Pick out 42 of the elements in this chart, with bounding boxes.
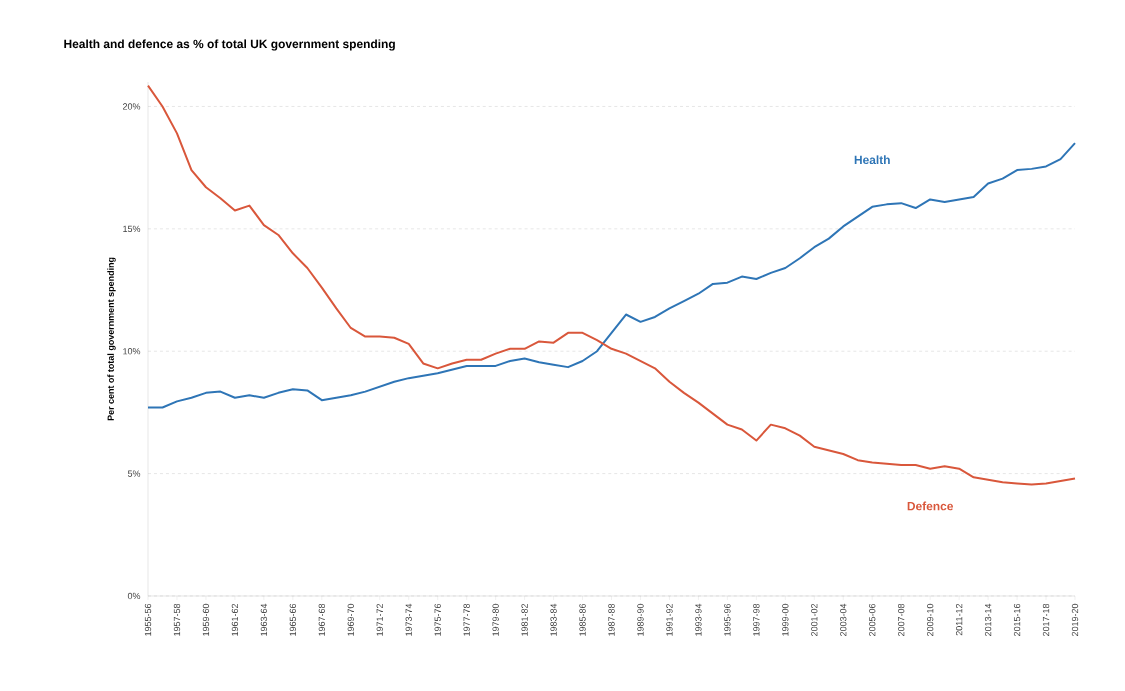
x-tick-label: 1973-74 <box>405 603 412 636</box>
x-tick-label: 2015-16 <box>1013 603 1021 636</box>
y-tick-label: 10% <box>123 348 141 355</box>
x-tick-label: 1983-84 <box>550 603 557 636</box>
x-tick-label: 1957-58 <box>173 603 181 636</box>
x-tick-label: 1959-60 <box>202 603 210 636</box>
x-tick-label: 1991-92 <box>666 603 673 636</box>
x-tick-label: 1965-66 <box>289 603 297 636</box>
x-tick-label: 2003-04 <box>840 603 847 636</box>
chart-title: Health and defence as % of total UK government spending <box>64 39 395 51</box>
x-tick-label: 1999-00 <box>782 603 789 636</box>
x-tick-label: 1981-82 <box>521 603 528 636</box>
x-tick-label: 1963-64 <box>260 603 268 636</box>
x-tick-label: 2011-12 <box>955 603 963 636</box>
x-tick-label: 1989-90 <box>637 603 644 636</box>
x-tick-label: 1993-94 <box>695 603 702 636</box>
x-tick-label: 1969-70 <box>347 603 354 636</box>
x-tick-label: 1975-76 <box>434 603 441 636</box>
x-tick-label: 1995-96 <box>724 603 731 636</box>
y-tick-label: 15% <box>123 225 141 232</box>
x-tick-label: 1955-56 <box>144 603 152 636</box>
x-tick-label: 2001-02 <box>811 603 818 636</box>
x-tick-label: 1997-98 <box>753 603 760 636</box>
y-tick-label: 20% <box>123 103 141 110</box>
x-tick-label: 1987-88 <box>608 603 615 636</box>
x-tick-label: 1971-72 <box>376 603 383 636</box>
x-tick-label: 1967-68 <box>318 603 325 636</box>
x-tick-label: 2013-14 <box>984 603 992 636</box>
x-tick-label: 2019-20 <box>1071 603 1079 636</box>
y-axis-title: Per cent of total government spending <box>107 257 116 421</box>
x-tick-label: 2009-10 <box>926 603 934 636</box>
x-tick-label: 2017-18 <box>1042 603 1050 636</box>
text: Health <box>854 155 890 165</box>
text: Defence <box>907 501 953 511</box>
x-tick-label: 2005-06 <box>869 603 876 636</box>
x-tick-label: 2007-08 <box>898 603 905 636</box>
x-tick-label: 1961-62 <box>231 603 239 636</box>
y-tick-label: 5% <box>127 470 141 477</box>
x-tick-label: 1977-78 <box>463 603 470 636</box>
x-tick-label: 1985-86 <box>579 603 586 636</box>
x-tick-label: 1979-80 <box>492 603 499 636</box>
y-tick-label: 0% <box>127 592 141 600</box>
